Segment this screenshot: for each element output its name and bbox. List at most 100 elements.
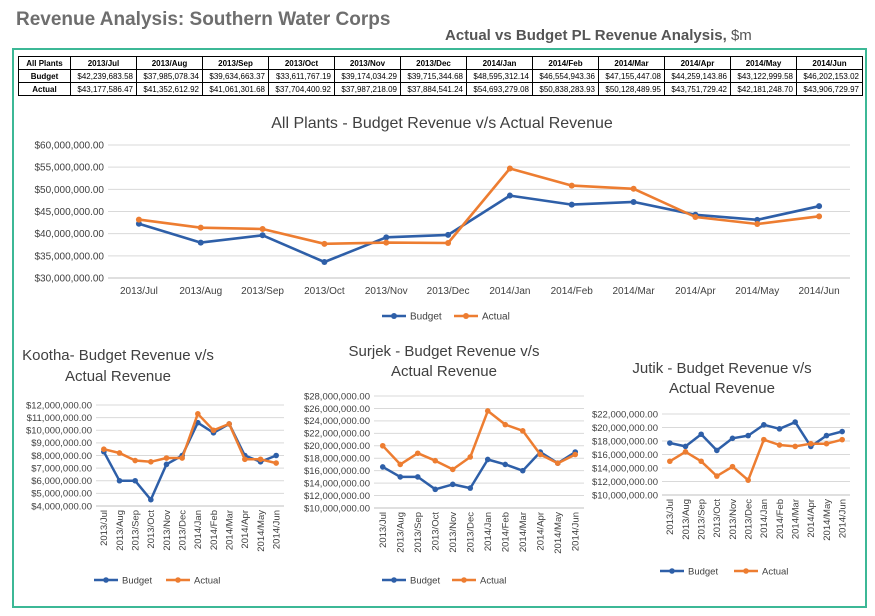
table-cell: $47,155,447.08 — [598, 69, 665, 83]
actual-data-point — [682, 449, 689, 455]
actual-data-point — [816, 213, 823, 220]
actual-data-point — [242, 456, 248, 463]
budget-data-point — [839, 428, 845, 435]
budget-data-point — [667, 440, 673, 446]
actual-data-point — [502, 421, 509, 428]
y-tick-label: $40,000,000.00 — [34, 229, 104, 240]
actual-data-point — [554, 460, 561, 466]
actual-series-line — [669, 438, 843, 482]
chart-title: Actual Revenue — [391, 363, 497, 380]
budget-data-point — [467, 485, 474, 491]
x-tick-label: 2013/Aug — [115, 510, 126, 551]
y-tick-label: $7,000,000.00 — [31, 463, 92, 474]
budget-legend-marker — [669, 568, 675, 574]
chart-title: Actual Revenue — [65, 368, 171, 385]
actual-data-point — [506, 165, 513, 172]
actual-data-point — [257, 456, 264, 463]
budget-data-point — [792, 419, 798, 425]
y-tick-label: $20,000,000.00 — [304, 441, 370, 452]
summary-table: All Plants 2013/Jul 2013/Aug 2013/Sep 20… — [18, 56, 863, 96]
page-subtitle: Actual vs Budget PL Revenue Analysis, $m — [445, 27, 752, 44]
y-tick-label: $6,000,000.00 — [31, 476, 92, 487]
budget-data-point — [682, 443, 689, 450]
actual-data-point — [714, 473, 720, 479]
budget-data-point — [163, 461, 170, 468]
actual-data-point — [383, 239, 390, 246]
y-tick-label: $55,000,000.00 — [34, 163, 104, 174]
y-tick-label: $22,000,000.00 — [592, 409, 658, 420]
actual-data-point — [729, 463, 736, 470]
x-tick-label: 2013/Jul — [99, 510, 110, 546]
actual-legend-marker — [175, 577, 181, 583]
table-header-cell: 2013/Aug — [136, 56, 203, 70]
budget-data-point — [135, 220, 142, 227]
y-tick-label: $5,000,000.00 — [31, 489, 92, 500]
table-cell: $43,122,999.58 — [730, 69, 797, 83]
budget-data-point — [754, 216, 761, 223]
table-header-cell: 2014/Mar — [598, 56, 665, 70]
y-tick-label: $18,000,000.00 — [304, 454, 370, 465]
actual-data-point — [467, 454, 474, 460]
actual-data-point — [630, 185, 637, 192]
y-tick-label: $20,000,000.00 — [592, 423, 658, 434]
budget-data-point — [698, 431, 704, 438]
x-tick-label: 2013/Nov — [448, 512, 459, 553]
budget-legend-marker — [391, 577, 397, 583]
actual-data-point — [210, 427, 217, 434]
budget-data-point — [714, 447, 720, 454]
budget-series-line — [138, 194, 820, 264]
y-tick-label: $30,000,000.00 — [34, 274, 104, 285]
actual-data-point — [379, 442, 386, 449]
table-header-cell: 2014/May — [730, 56, 797, 70]
budget-data-point — [761, 422, 767, 428]
x-tick-label: 2014/Jun — [799, 286, 840, 297]
budget-legend-label: Budget — [410, 312, 442, 323]
x-tick-label: 2013/Nov — [728, 499, 739, 540]
budget-data-point — [273, 452, 279, 459]
actual-data-point — [823, 440, 830, 447]
x-tick-label: 2013/Dec — [743, 499, 754, 540]
y-tick-label: $11,000,000.00 — [27, 413, 92, 424]
budget-data-point — [502, 461, 509, 468]
actual-data-point — [321, 240, 328, 247]
table-cell: $43,906,729.97 — [796, 82, 863, 96]
y-tick-label: $12,000,000.00 — [26, 400, 92, 411]
x-tick-label: 2014/Jan — [193, 510, 204, 549]
table-cell: $37,884,541.24 — [400, 82, 467, 96]
page-title: Revenue Analysis: Southern Water Corps — [16, 9, 391, 30]
x-tick-label: 2013/Sep — [241, 286, 284, 297]
x-tick-label: 2014/Mar — [790, 499, 801, 539]
table-header-cell: 2014/Feb — [532, 56, 599, 70]
budget-data-point — [506, 192, 513, 199]
budget-data-point — [432, 486, 439, 493]
actual-data-point — [792, 443, 798, 450]
all-plants-line-chart: All Plants - Budget Revenue v/s Actual R… — [34, 115, 850, 323]
x-tick-label: 2014/Feb — [551, 286, 594, 297]
y-tick-label: $35,000,000.00 — [34, 251, 104, 262]
y-tick-label: $9,000,000.00 — [31, 438, 92, 449]
table-cell: $46,554,943.36 — [532, 69, 599, 83]
x-tick-label: 2014/Mar — [612, 286, 655, 297]
table-cell: $41,061,301.68 — [202, 82, 269, 96]
budget-data-point — [383, 234, 390, 241]
actual-data-point — [667, 458, 673, 465]
table-cell: $41,352,612.92 — [136, 82, 203, 96]
actual-data-point — [449, 466, 456, 473]
actual-legend-label: Actual — [482, 312, 510, 323]
y-tick-label: $45,000,000.00 — [34, 207, 104, 218]
x-tick-label: 2013/Oct — [146, 510, 157, 549]
actual-data-point — [745, 477, 751, 483]
x-tick-label: 2013/Aug — [681, 499, 692, 540]
x-tick-label: 2013/Sep — [696, 499, 707, 540]
actual-data-point — [808, 440, 814, 447]
x-tick-label: 2013/Dec — [177, 510, 188, 551]
table-cell: $46,202,153.02 — [796, 69, 863, 83]
table-cell: $39,634,663.37 — [202, 69, 269, 83]
budget-series-line — [382, 450, 576, 491]
table-cell: $54,693,279.08 — [466, 82, 533, 96]
x-tick-label: 2013/Oct — [431, 512, 442, 551]
y-tick-label: $22,000,000.00 — [304, 429, 370, 440]
actual-legend-label: Actual — [480, 576, 506, 587]
chart-title: Kootha- Budget Revenue v/s — [22, 347, 214, 364]
table-header-cell: 2013/Dec — [400, 56, 467, 70]
